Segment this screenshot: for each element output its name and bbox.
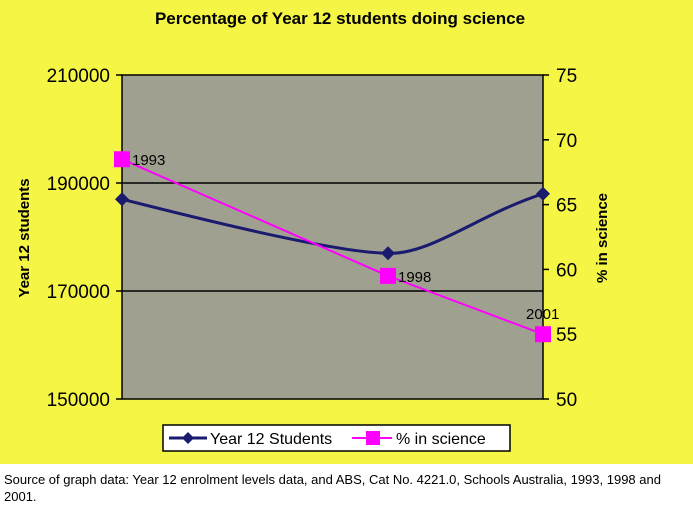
point-label: 2001: [526, 306, 559, 323]
y2-axis-title: % in science: [594, 193, 611, 283]
y2-tick-label: 60: [556, 260, 577, 281]
y2-tick-label: 50: [556, 390, 577, 411]
point-label: 1998: [398, 269, 431, 286]
y-tick-label: 210000: [47, 66, 110, 87]
y2-tick-label: 55: [556, 325, 577, 346]
legend-label: % in science: [396, 431, 486, 448]
y-tick-label: 170000: [47, 282, 110, 303]
y-axis-title: Year 12 students: [16, 178, 33, 297]
legend-label: Year 12 Students: [210, 431, 332, 448]
marker-science: [535, 326, 551, 343]
legend-marker-year12: [182, 432, 194, 444]
chart-title: Percentage of Year 12 students doing sci…: [155, 9, 525, 28]
y2-tick-label: 70: [556, 131, 577, 152]
legend-box: [162, 424, 511, 452]
marker-science: [114, 151, 130, 168]
point-label: 1993: [132, 152, 165, 169]
legend-marker-science: [366, 431, 380, 445]
y-tick-label: 150000: [47, 390, 110, 411]
plot-area: [121, 74, 544, 400]
marker-year12: [381, 246, 395, 261]
marker-science: [380, 267, 396, 284]
marker-year12: [115, 192, 129, 207]
y-tick-label: 190000: [47, 174, 110, 195]
chart-svg: Percentage of Year 12 students doing sci…: [16, 9, 611, 452]
y2-tick-label: 75: [556, 66, 577, 87]
source-note: Source of graph data: Year 12 enrolment …: [4, 472, 661, 504]
marker-year12: [536, 186, 550, 201]
y2-tick-label: 65: [556, 196, 577, 217]
